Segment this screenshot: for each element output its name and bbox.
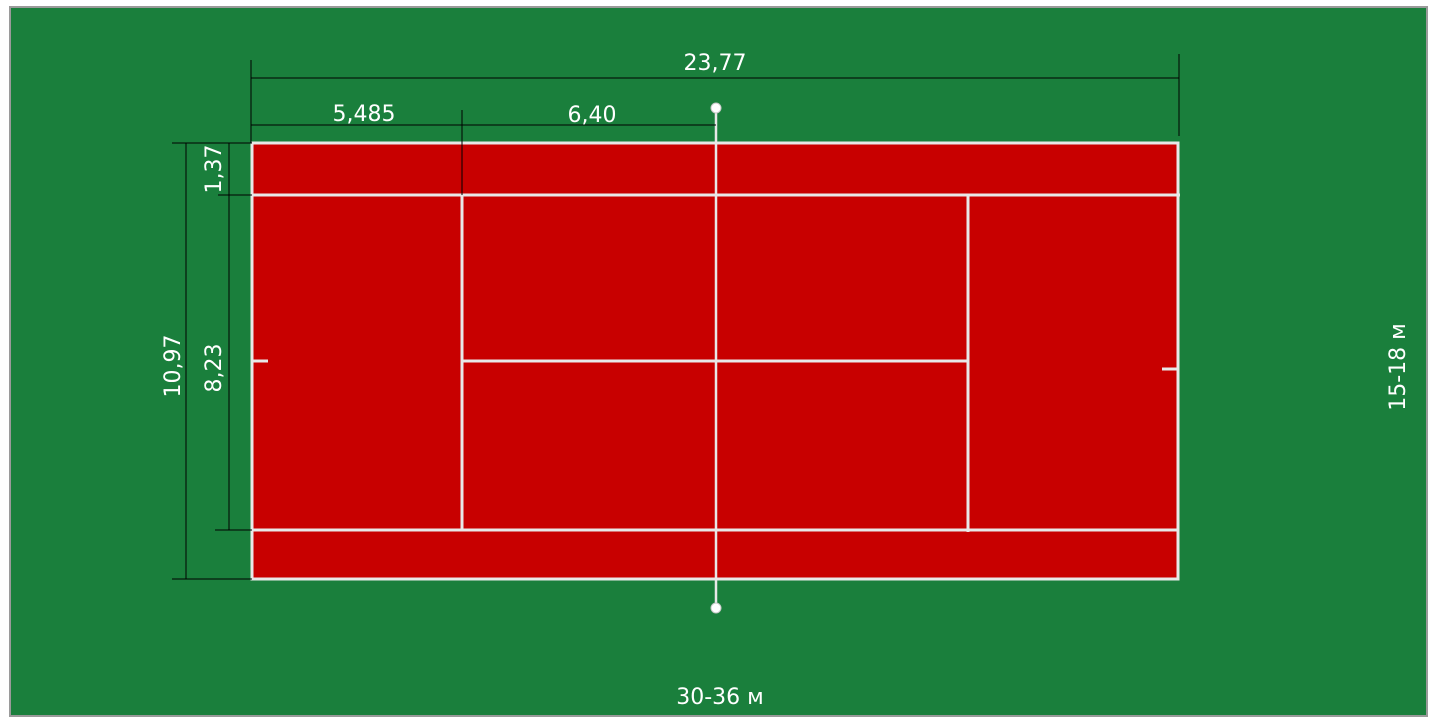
- label-singles-width: 8,23: [202, 344, 227, 393]
- dimension-lines: [172, 54, 1180, 580]
- dimension-labels: 23,77 5,485 6,40 1,37 8,23 10,97 30-36 м…: [161, 51, 1411, 710]
- net-post-bottom: [710, 602, 722, 614]
- label-court-length: 23,77: [684, 51, 747, 76]
- label-area-width: 15-18 м: [1386, 323, 1411, 411]
- label-area-length: 30-36 м: [676, 685, 764, 710]
- label-doubles-width: 10,97: [161, 335, 186, 398]
- court-lines: [250, 108, 1180, 608]
- label-alley-width: 1,37: [202, 145, 227, 194]
- label-service-to-baseline: 5,485: [333, 102, 396, 127]
- label-service-to-net: 6,40: [568, 103, 617, 128]
- net-post-top: [710, 102, 722, 114]
